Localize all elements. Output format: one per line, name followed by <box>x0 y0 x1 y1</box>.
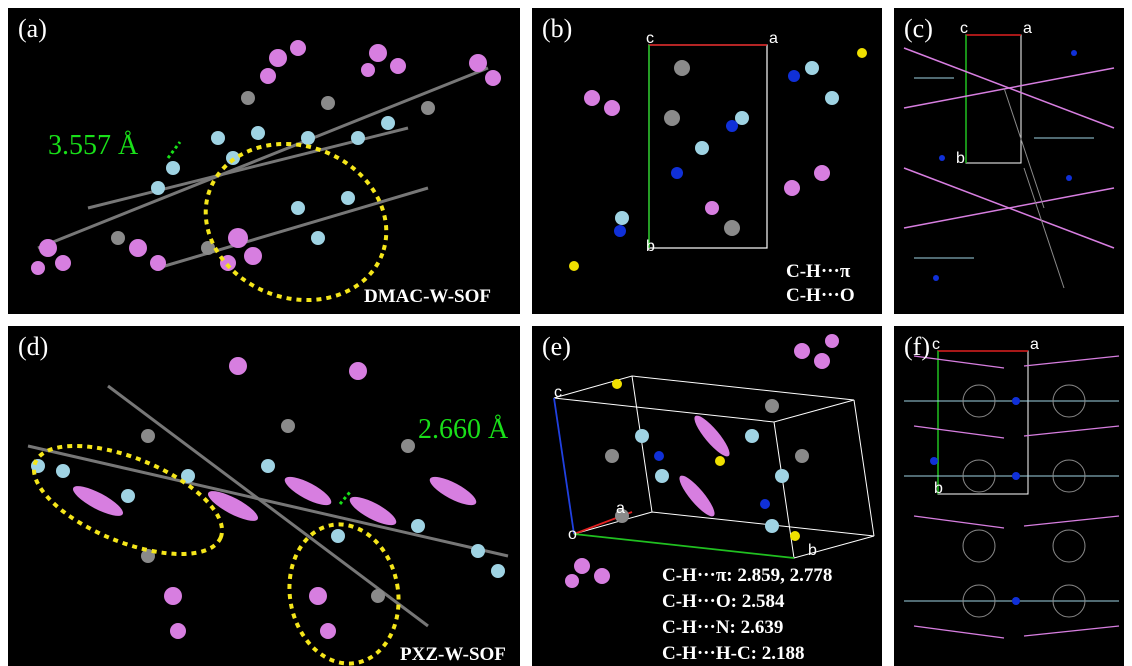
axis-label-a-c: a <box>1023 20 1032 38</box>
interaction-line-e-1: C-H···O: 2.584 <box>662 590 784 614</box>
axis-label-b-e: b <box>808 542 817 560</box>
axis-label-c-e: c <box>554 384 562 402</box>
axis-label-b-c: b <box>956 150 965 168</box>
axis-label-a-b: a <box>769 30 778 48</box>
axis-b-line-e <box>574 534 794 558</box>
interaction-line-e-2: C-H···N: 2.639 <box>662 616 783 640</box>
panel-label-e: (e) <box>542 332 571 362</box>
axis-label-c-b: c <box>646 30 654 48</box>
axis-label-a-f: a <box>1030 336 1039 354</box>
panel-label-f: (f) <box>904 332 930 362</box>
panel-c: (c) c a b <box>894 8 1124 314</box>
highlight-ellipse-a <box>184 119 409 314</box>
stick-bonds <box>38 68 488 268</box>
axis-label-b-f: b <box>934 480 943 498</box>
molecule-scene-f <box>894 326 1124 666</box>
distance-label-d: 2.660 Å <box>418 414 508 446</box>
structure-name-d: PXZ-W-SOF <box>400 644 506 666</box>
interaction-line-b-1: C-H···O <box>786 284 855 308</box>
structure-name-a: DMAC-W-SOF <box>364 286 491 308</box>
panel-label-c: (c) <box>904 14 933 44</box>
distance-marker-d <box>340 492 350 504</box>
axis-label-c-f: c <box>932 336 940 354</box>
panel-label-d: (d) <box>18 332 48 362</box>
molecule-scene-c <box>894 8 1124 314</box>
panel-label-a: (a) <box>18 14 47 44</box>
blue-molecules <box>151 116 395 245</box>
unit-cell-c <box>966 35 1021 163</box>
interaction-line-e-3: C-H···H-C: 2.188 <box>662 642 805 666</box>
distance-label-a: 3.557 Å <box>48 130 138 162</box>
distance-marker-a <box>168 142 180 158</box>
interaction-line-b-0: C-H···π <box>786 260 850 284</box>
panel-a: (a) 3.557 Å DMAC-W-SOF <box>8 8 520 314</box>
axis-label-c-c: c <box>960 20 968 38</box>
panel-label-b: (b) <box>542 14 572 44</box>
panel-f: (f) c a b <box>894 326 1124 666</box>
axis-label-o-e: o <box>568 526 577 544</box>
panel-b: (b) c a b C-H···π C-H···O <box>532 8 882 314</box>
interaction-line-e-0: C-H···π: 2.859, 2.778 <box>662 564 832 588</box>
axis-label-a-e: a <box>616 500 625 518</box>
molecule-scene-d <box>8 326 520 666</box>
axis-c-line-e <box>554 398 574 534</box>
panel-e: (e) c a o b C-H···π: 2.859, 2.778 C-H···… <box>532 326 882 666</box>
unit-cell-e <box>554 376 874 558</box>
panel-d: (d) 2.660 Å PXZ-W-SOF <box>8 326 520 666</box>
molecule-scene-e <box>532 326 882 666</box>
axis-label-b-b: b <box>646 238 655 256</box>
